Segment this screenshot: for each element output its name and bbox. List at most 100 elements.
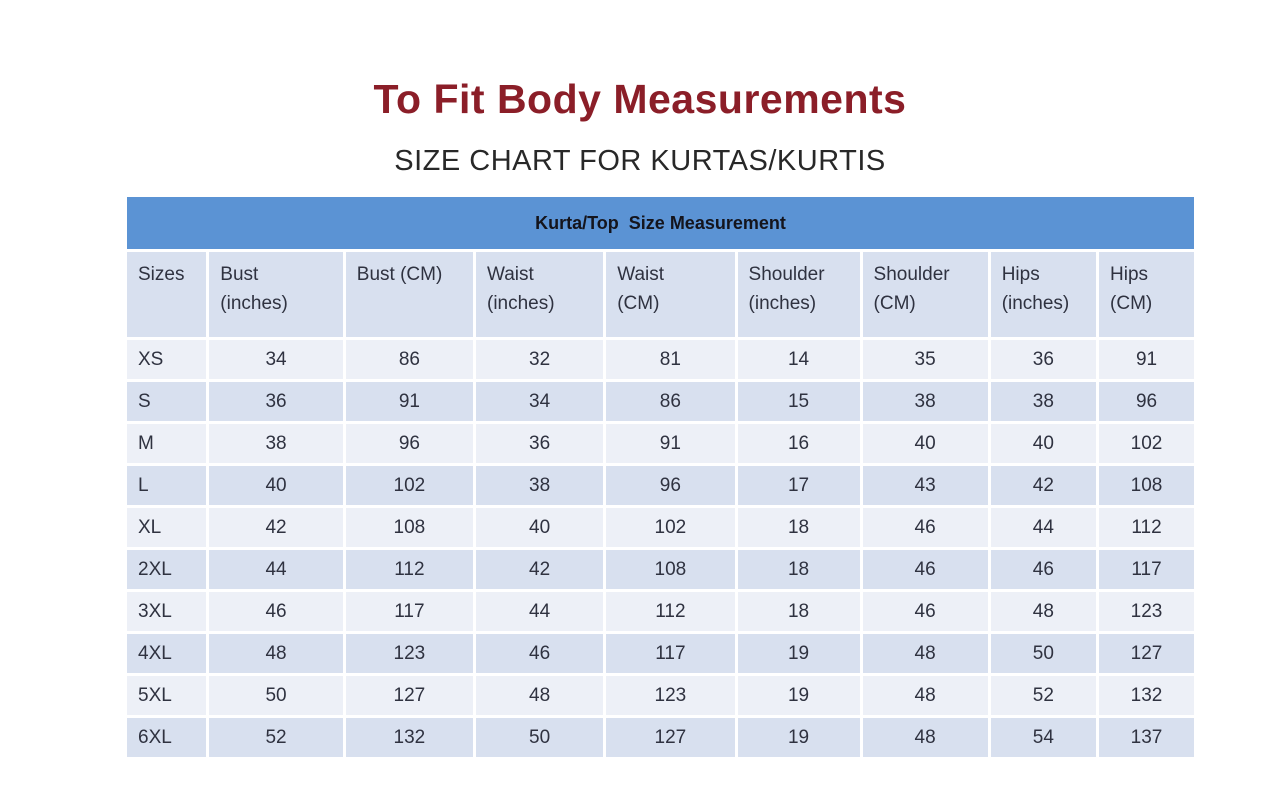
table-row: M 38 96 36 91 16 40 40 102 [127, 424, 1194, 463]
measurement-cell: 117 [606, 634, 735, 673]
column-header: Shoulder (inches) [737, 252, 860, 337]
measurement-cell: 112 [345, 550, 473, 589]
column-header: Bust (CM) [345, 252, 473, 337]
measurement-cell: 38 [476, 466, 604, 505]
measurement-cell: 46 [476, 634, 604, 673]
measurement-cell: 96 [345, 424, 473, 463]
measurement-cell: 36 [990, 340, 1097, 379]
table-row: 3XL 46 117 44 112 18 46 48 123 [127, 592, 1194, 631]
measurement-cell: 46 [862, 592, 988, 631]
table-row: XS 34 86 32 81 14 35 36 91 [127, 340, 1194, 379]
table-row: XL 42 108 40 102 18 46 44 112 [127, 508, 1194, 547]
measurement-cell: 137 [1099, 718, 1194, 757]
measurement-cell: 50 [476, 718, 604, 757]
measurement-cell: 132 [1099, 676, 1194, 715]
column-header: Waist (inches) [476, 252, 604, 337]
measurement-cell: 42 [476, 550, 604, 589]
measurement-cell: 127 [1099, 634, 1194, 673]
table-banner: Kurta/Top Size Measurement [127, 197, 1194, 249]
measurement-cell: 36 [476, 424, 604, 463]
size-label-cell: 4XL [127, 634, 207, 673]
measurement-cell: 102 [606, 508, 735, 547]
measurement-cell: 36 [209, 382, 343, 421]
measurement-cell: 108 [1099, 466, 1194, 505]
measurement-cell: 102 [345, 466, 473, 505]
measurement-cell: 81 [606, 340, 735, 379]
size-label-cell: XL [127, 508, 207, 547]
measurement-cell: 123 [345, 634, 473, 673]
measurement-cell: 40 [209, 466, 343, 505]
measurement-cell: 48 [990, 592, 1097, 631]
measurement-cell: 15 [737, 382, 860, 421]
measurement-cell: 123 [1099, 592, 1194, 631]
measurement-cell: 91 [345, 382, 473, 421]
measurement-cell: 44 [990, 508, 1097, 547]
measurement-cell: 123 [606, 676, 735, 715]
measurement-cell: 44 [209, 550, 343, 589]
measurement-cell: 54 [990, 718, 1097, 757]
measurement-cell: 46 [862, 508, 988, 547]
size-label-cell: L [127, 466, 207, 505]
measurement-cell: 40 [862, 424, 988, 463]
measurement-cell: 117 [1099, 550, 1194, 589]
measurement-cell: 42 [209, 508, 343, 547]
measurement-cell: 34 [209, 340, 343, 379]
measurement-cell: 50 [990, 634, 1097, 673]
measurement-cell: 38 [990, 382, 1097, 421]
measurement-cell: 108 [606, 550, 735, 589]
banner-row: Kurta/Top Size Measurement [127, 197, 1194, 249]
table-row: 5XL 50 127 48 123 19 48 52 132 [127, 676, 1194, 715]
measurement-cell: 96 [1099, 382, 1194, 421]
measurement-cell: 117 [345, 592, 473, 631]
measurement-cell: 46 [209, 592, 343, 631]
measurement-cell: 19 [737, 634, 860, 673]
column-header: Sizes [127, 252, 207, 337]
size-chart-table: Kurta/Top Size Measurement Sizes Bust (in… [124, 194, 1197, 760]
table-row: 6XL 52 132 50 127 19 48 54 137 [127, 718, 1194, 757]
measurement-cell: 38 [862, 382, 988, 421]
measurement-cell: 108 [345, 508, 473, 547]
size-label-cell: 5XL [127, 676, 207, 715]
measurement-cell: 91 [606, 424, 735, 463]
measurement-cell: 102 [1099, 424, 1194, 463]
measurement-cell: 48 [862, 634, 988, 673]
column-header: Waist (CM) [606, 252, 735, 337]
size-label-cell: 3XL [127, 592, 207, 631]
measurement-cell: 112 [1099, 508, 1194, 547]
table-row: S 36 91 34 86 15 38 38 96 [127, 382, 1194, 421]
measurement-cell: 40 [990, 424, 1097, 463]
measurement-cell: 52 [990, 676, 1097, 715]
table-row: 2XL 44 112 42 108 18 46 46 117 [127, 550, 1194, 589]
measurement-cell: 18 [737, 592, 860, 631]
measurement-cell: 43 [862, 466, 988, 505]
measurement-cell: 86 [345, 340, 473, 379]
size-table-body: XS 34 86 32 81 14 35 36 91 S 36 91 34 86 15 38 38 96 M 38 96… [127, 340, 1194, 757]
measurement-cell: 127 [606, 718, 735, 757]
measurement-cell: 48 [476, 676, 604, 715]
size-label-cell: S [127, 382, 207, 421]
measurement-cell: 46 [990, 550, 1097, 589]
column-header: Hips (inches) [990, 252, 1097, 337]
size-label-cell: XS [127, 340, 207, 379]
table-row: L 40 102 38 96 17 43 42 108 [127, 466, 1194, 505]
measurement-cell: 16 [737, 424, 860, 463]
size-label-cell: M [127, 424, 207, 463]
measurement-cell: 42 [990, 466, 1097, 505]
measurement-cell: 112 [606, 592, 735, 631]
measurement-cell: 19 [737, 676, 860, 715]
size-label-cell: 2XL [127, 550, 207, 589]
measurement-cell: 19 [737, 718, 860, 757]
measurement-cell: 48 [862, 676, 988, 715]
measurement-cell: 46 [862, 550, 988, 589]
page-subtitle: SIZE CHART FOR KURTAS/KURTIS [394, 145, 886, 177]
measurement-cell: 96 [606, 466, 735, 505]
measurement-cell: 48 [209, 634, 343, 673]
measurement-cell: 52 [209, 718, 343, 757]
measurement-cell: 18 [737, 508, 860, 547]
column-header: Bust (inches) [209, 252, 343, 337]
measurement-cell: 86 [606, 382, 735, 421]
table-row: 4XL 48 123 46 117 19 48 50 127 [127, 634, 1194, 673]
measurement-cell: 40 [476, 508, 604, 547]
measurement-cell: 132 [345, 718, 473, 757]
size-label-cell: 6XL [127, 718, 207, 757]
